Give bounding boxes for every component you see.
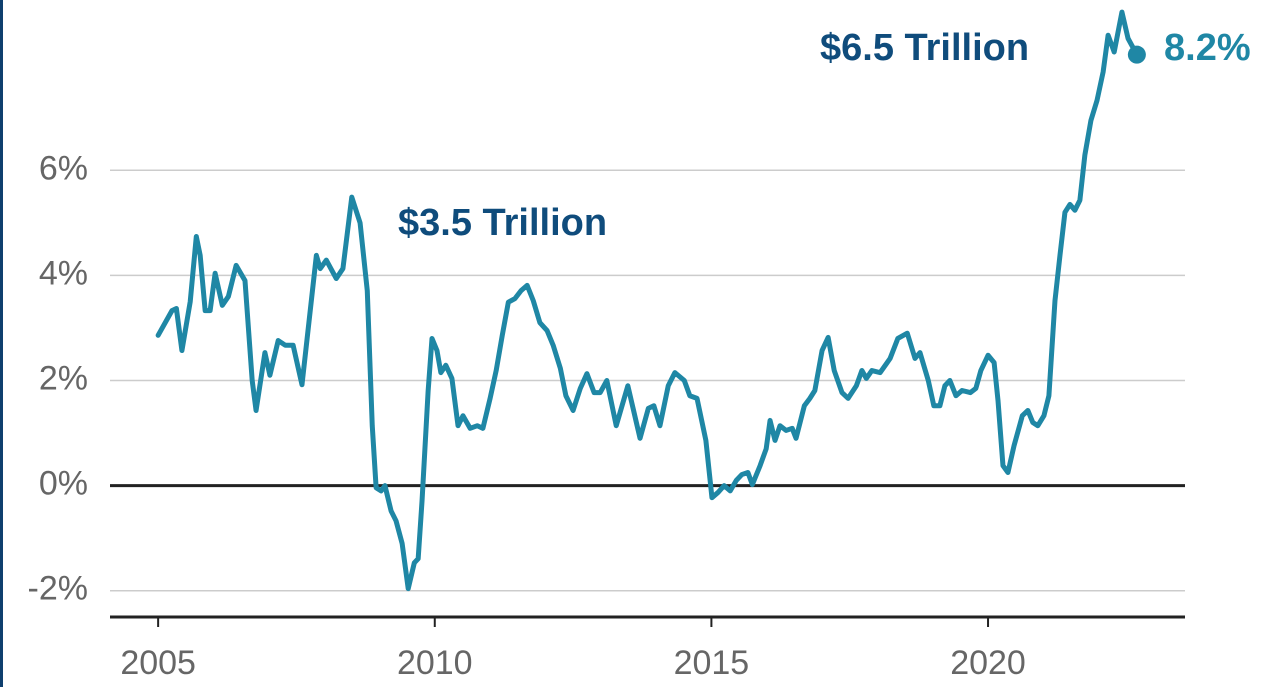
annotation: $6.5 Trillion [820,27,1029,69]
x-tick-label: 2010 [397,644,473,682]
x-tick-label: 2015 [674,644,750,682]
x-tick-label: 2005 [120,644,196,682]
y-tick-label: -2% [28,570,88,608]
end-dot [1127,45,1146,64]
line [155,9,1140,592]
annotation: 8.2% [1164,27,1251,69]
x-tick-label: 2020 [950,644,1026,682]
y-tick-label: 6% [39,149,88,187]
annotation: $3.5 Trillion [398,202,607,244]
y-tick-label: 4% [39,254,88,292]
y-tick-label: 2% [39,359,88,397]
y-tick-label: 0% [39,465,88,503]
page-border [0,0,3,687]
